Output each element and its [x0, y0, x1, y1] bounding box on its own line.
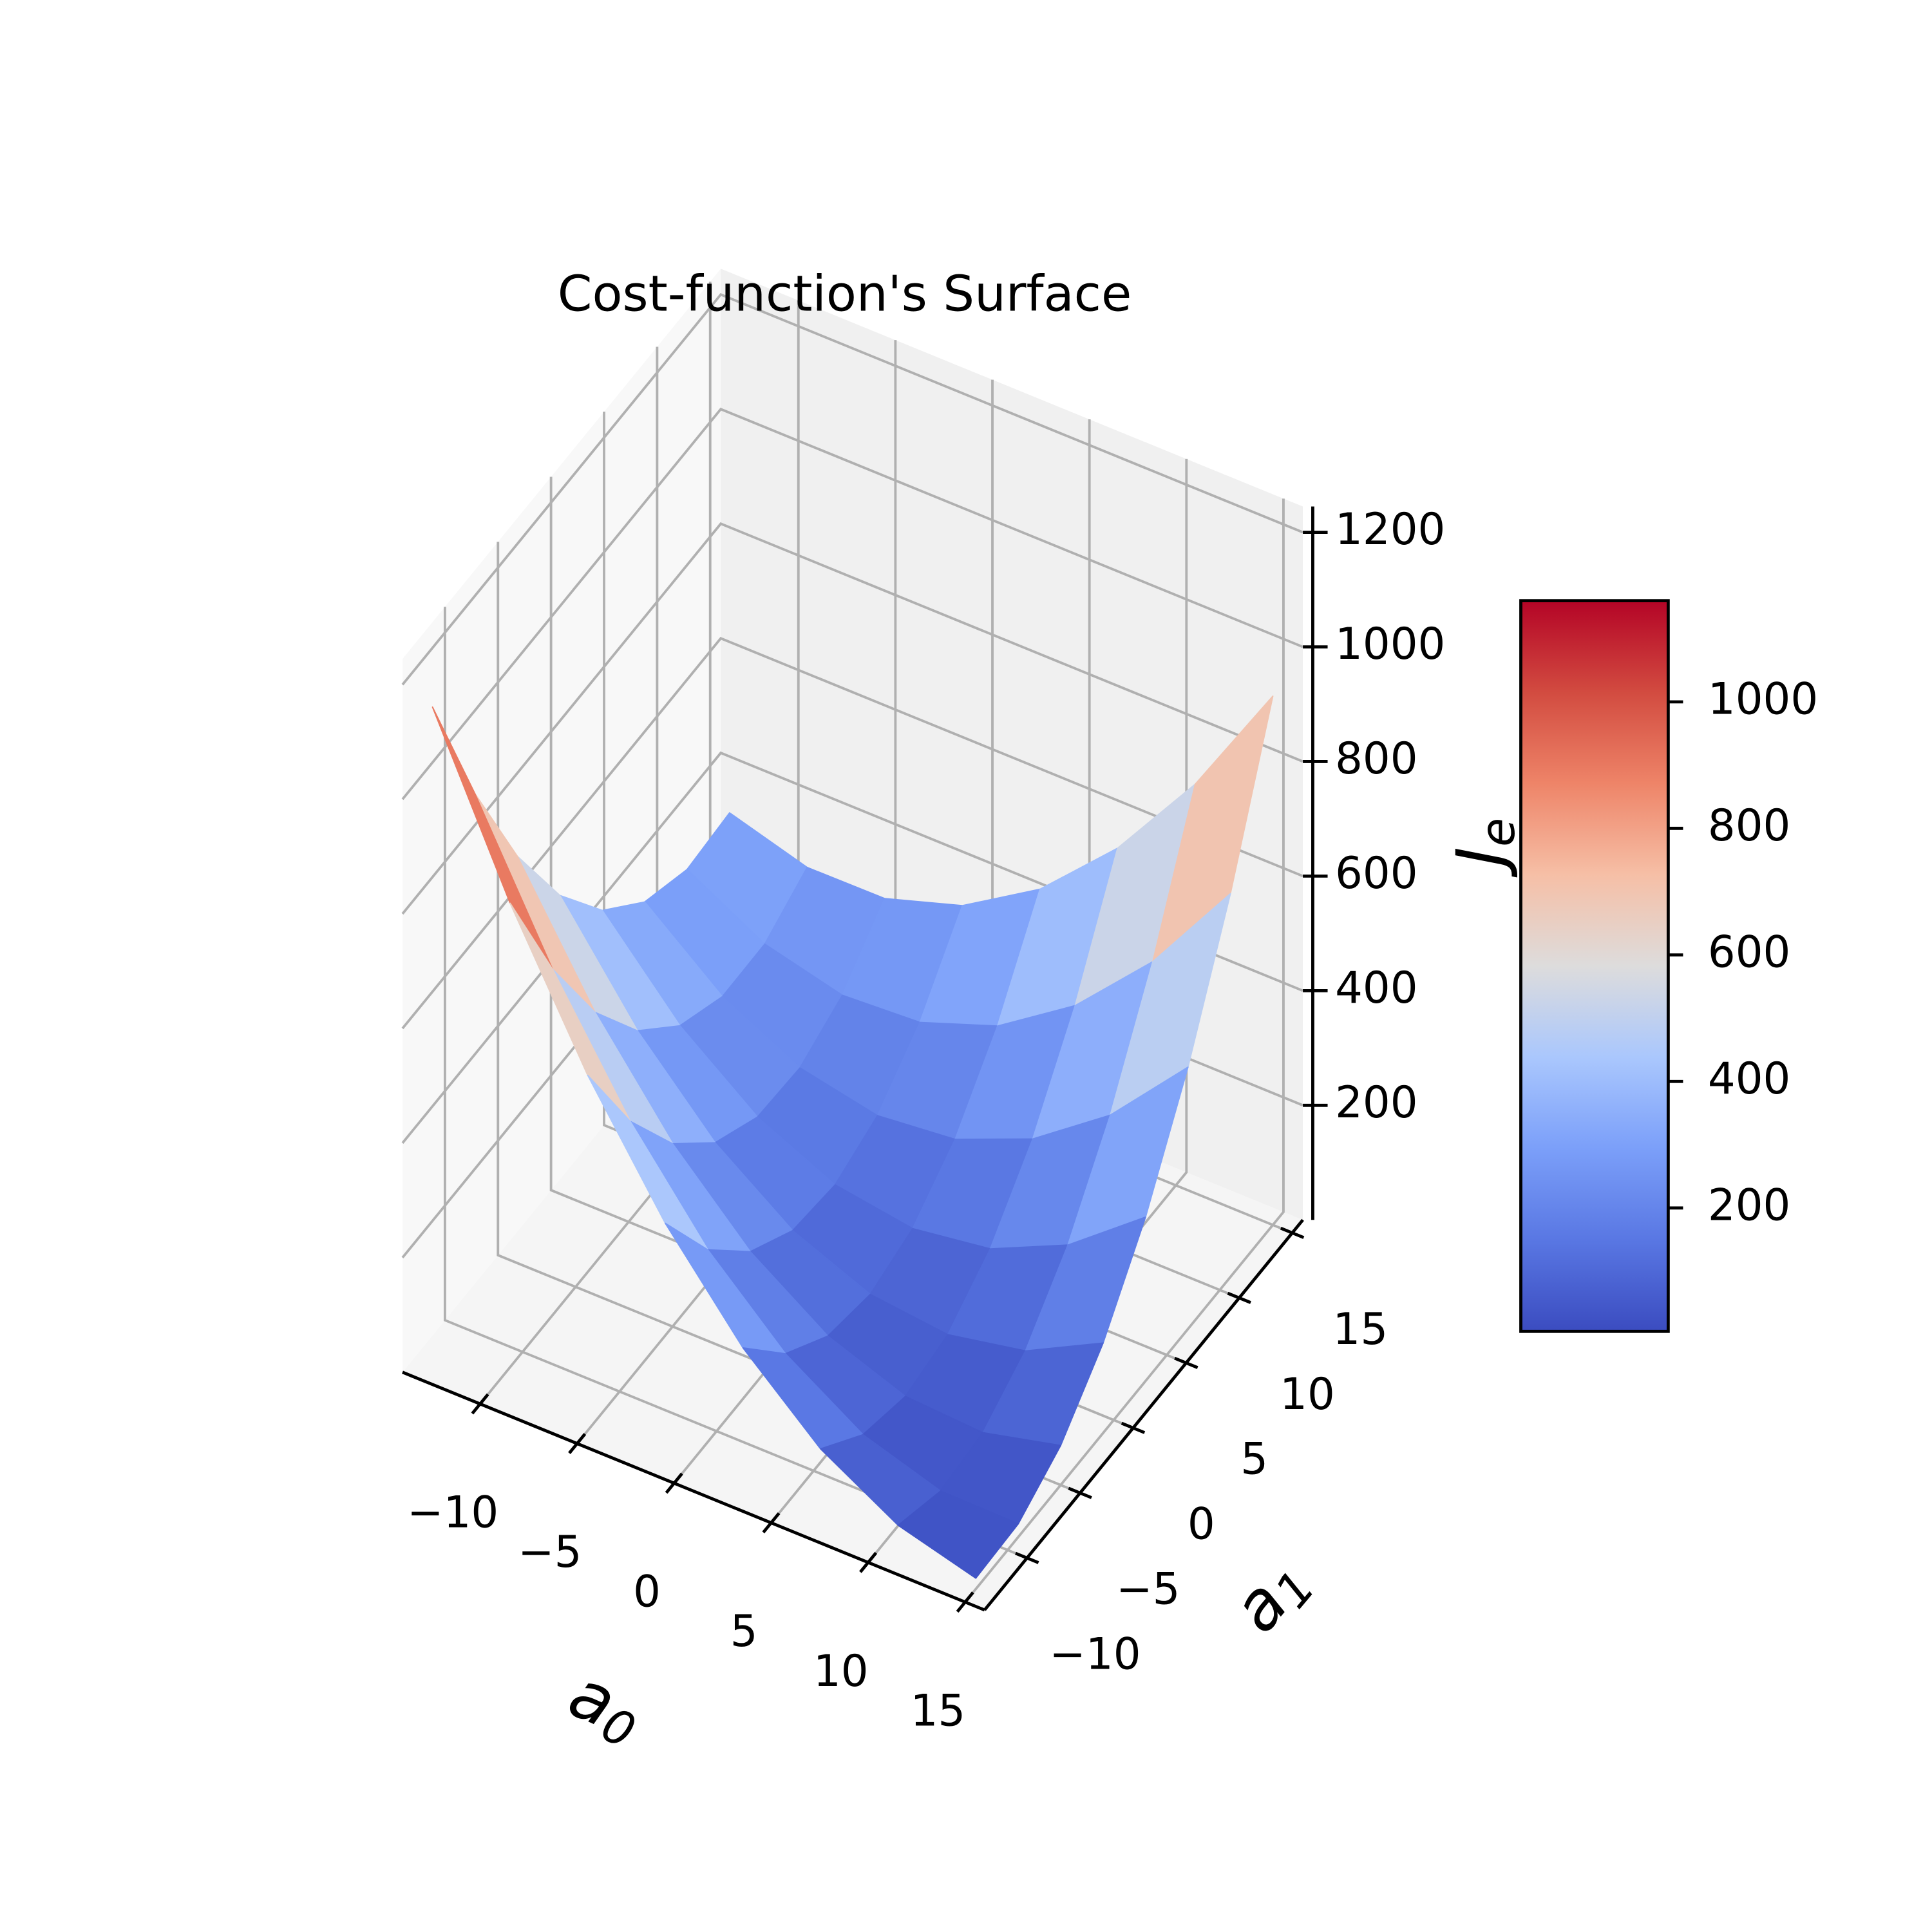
axes: −10−5051015−10−5051015200400600800100012… [402, 504, 1445, 1736]
z-tick-label: 600 [1335, 848, 1417, 898]
y-tick [1174, 1356, 1198, 1369]
y-tick-label: −5 [1116, 1564, 1180, 1615]
z-tick-label: 800 [1335, 734, 1417, 784]
z-tick-label: 1000 [1335, 619, 1445, 669]
colorbar-tick-label: 200 [1708, 1180, 1790, 1230]
x-tick [471, 1393, 489, 1415]
grid-line [401, 293, 1303, 686]
z-tick-label: 200 [1335, 1077, 1417, 1128]
grid-line [401, 407, 1303, 800]
colorbar-body [1519, 599, 1670, 1333]
left-pane [402, 269, 721, 1372]
y-tick [1068, 1486, 1092, 1499]
x-tick [956, 1591, 974, 1613]
y-tick-label: 5 [1240, 1434, 1268, 1484]
colorbar-tick-label: 800 [1708, 800, 1790, 851]
y-tick [1121, 1421, 1146, 1434]
x-tick [665, 1472, 683, 1494]
grid-line [401, 522, 1303, 915]
x-tick-label: 0 [633, 1567, 661, 1617]
chart-title: Cost-function's Surface [558, 266, 1132, 323]
grid-line [964, 498, 1285, 1603]
colorbar-tick-label: 400 [1708, 1054, 1790, 1104]
y-tick [1280, 1226, 1305, 1239]
colorbar-tick-label: 1000 [1708, 674, 1818, 724]
y-tick-label: −10 [1049, 1629, 1141, 1680]
x-tick [762, 1512, 781, 1534]
y-tick-label: 0 [1188, 1499, 1215, 1549]
x-tick-label: 10 [813, 1646, 869, 1696]
x-tick [859, 1551, 878, 1573]
surface-patch [897, 1490, 1019, 1579]
y-axis-line [983, 1218, 1304, 1611]
y-tick-label: 10 [1280, 1369, 1335, 1419]
z-tick-label: 400 [1335, 963, 1417, 1013]
x-tick-label: −5 [518, 1527, 582, 1577]
x-tick-label: 5 [730, 1606, 758, 1656]
y-tick [1015, 1551, 1039, 1564]
y-tick [1227, 1291, 1251, 1304]
x-tick-label: −10 [407, 1488, 498, 1538]
z-tick-label: 1200 [1335, 504, 1445, 554]
x-tick-label: 15 [911, 1685, 966, 1736]
z-axis-label-subscript: e [1471, 818, 1526, 847]
x-axis-line [402, 1370, 985, 1612]
surface [431, 695, 1274, 1579]
grid-line [443, 607, 1028, 1560]
colorbar: 200 400 600 800 1000 [1519, 599, 1818, 1333]
colorbar-tick-label: 600 [1708, 927, 1790, 977]
x-tick [568, 1433, 587, 1454]
y-tick-label: 15 [1333, 1304, 1388, 1354]
